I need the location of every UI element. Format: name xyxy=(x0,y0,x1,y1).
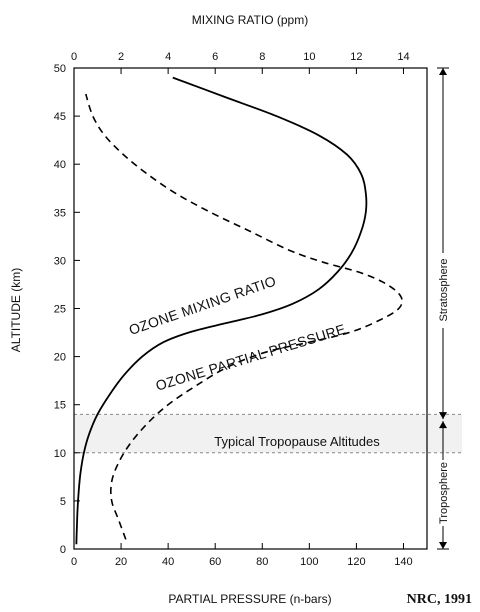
ozone-mixing-ratio-curve xyxy=(75,76,368,545)
top-tick-label: 8 xyxy=(259,51,265,63)
top-tick-label: 12 xyxy=(350,51,362,63)
left-tick-label: 40 xyxy=(54,159,66,171)
bottom-tick-label: 120 xyxy=(347,556,365,568)
left-axis-title: ALTITUDE (km) xyxy=(9,268,23,352)
left-tick-label: 15 xyxy=(54,400,66,412)
plot-frame xyxy=(73,67,428,550)
left-tick-label: 35 xyxy=(54,207,66,219)
top-tick-label: 14 xyxy=(397,51,409,63)
bottom-tick-label: 40 xyxy=(162,556,174,568)
bottom-tick-label: 20 xyxy=(115,556,127,568)
left-tick-label: 30 xyxy=(54,255,66,267)
troposphere-arrow-bottom xyxy=(439,542,447,549)
left-tick-label: 25 xyxy=(54,304,66,316)
atmosphere-layer-markers xyxy=(437,67,449,550)
tropopause-band xyxy=(74,413,462,454)
left-tick-label: 20 xyxy=(54,352,66,364)
top-tick-label: 6 xyxy=(212,51,218,63)
top-tick-label: 10 xyxy=(303,51,315,63)
tropopause-band-fill xyxy=(74,414,462,453)
left-tick-label: 0 xyxy=(60,544,66,556)
top-tick-label: 4 xyxy=(165,51,171,63)
troposphere-arrow-top xyxy=(439,421,447,429)
ozone-partial-pressure-curve xyxy=(85,93,403,540)
bottom-axis-title: PARTIAL PRESSURE (n-bars) xyxy=(168,592,331,606)
bottom-tick-label: 60 xyxy=(209,556,221,568)
left-tick-label: 45 xyxy=(54,111,66,123)
left-tick-label: 5 xyxy=(60,496,66,508)
bottom-tick-label: 80 xyxy=(256,556,268,568)
top-tick-label: 2 xyxy=(118,51,124,63)
bottom-tick-label: 140 xyxy=(394,556,412,568)
top-tick-label: 0 xyxy=(71,51,77,63)
left-tick-label: 10 xyxy=(54,448,66,460)
left-axis-ticks: 0 5 10 15 20 25 30 35 40 45 50 xyxy=(54,63,80,556)
partial-pressure-curve-label: OZONE PARTIAL PRESSURE xyxy=(154,321,348,394)
top-axis-ticks: 0 2 4 6 8 10 12 14 xyxy=(71,51,410,74)
troposphere-label: Troposphere xyxy=(438,462,450,524)
stratosphere-arrow-top xyxy=(439,68,447,75)
left-tick-label: 50 xyxy=(54,63,66,75)
stratosphere-label: Stratosphere xyxy=(438,259,450,322)
source-credit: NRC, 1991 xyxy=(407,592,472,607)
top-axis-title: MIXING RATIO (ppm) xyxy=(192,13,308,27)
bottom-axis-ticks: 0 20 40 60 80 100 120 140 xyxy=(71,543,413,568)
bottom-tick-label: 100 xyxy=(300,556,318,568)
tropopause-label: Typical Tropopause Altitudes xyxy=(214,434,380,449)
stratosphere-arrow-bottom xyxy=(439,412,447,420)
bottom-tick-label: 0 xyxy=(71,556,77,568)
